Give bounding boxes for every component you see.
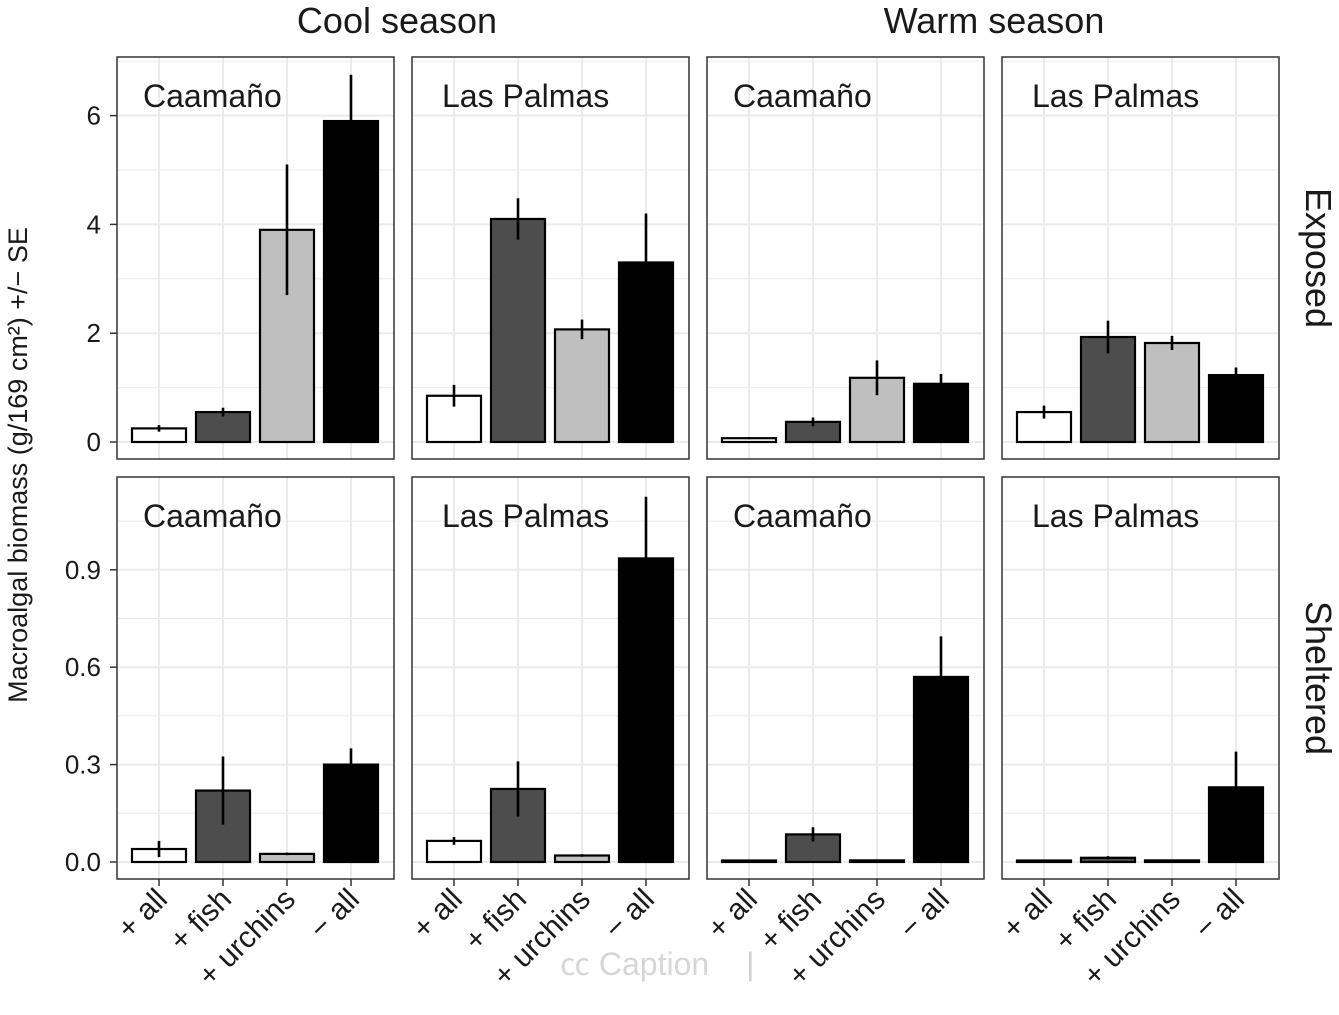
panel-site-label: Las Palmas [1032, 78, 1199, 114]
caption-overlay[interactable]: ㏄ Caption | [560, 940, 755, 982]
y-tick-label-sheltered: 0.9 [65, 555, 101, 585]
y-tick-label-exposed: 0 [87, 427, 101, 457]
bar [1079, 335, 1137, 444]
bar [1207, 373, 1265, 444]
bar [322, 119, 380, 444]
y-tick-label-sheltered: 0.0 [65, 847, 101, 877]
panel-exposed-cool-las-palmas: Las Palmas [411, 56, 690, 460]
panel-exposed-cool-caama-o: Caamaño [116, 56, 395, 460]
closed-captions-icon: ㏄ [560, 949, 590, 982]
x-tick-label: − all [1188, 883, 1251, 946]
panel-site-label: Caamaño [143, 498, 282, 534]
bar [489, 217, 547, 444]
bar [553, 328, 611, 444]
bar [1207, 786, 1265, 864]
x-tick-label: − all [893, 883, 956, 946]
column-strip-warm-season: Warm season [884, 0, 1105, 41]
bar [194, 410, 252, 444]
panel-border [411, 56, 690, 460]
bar [1143, 341, 1201, 444]
y-tick-label-sheltered: 0.6 [65, 652, 101, 682]
panel-site-label: Caamaño [733, 78, 872, 114]
y-tick-label-sheltered: 0.3 [65, 750, 101, 780]
caption-label: Caption [598, 946, 710, 982]
panel-site-label: Las Palmas [442, 78, 609, 114]
panel-border [1001, 56, 1280, 460]
panel-border [706, 476, 985, 880]
panel-sheltered-cool-las-palmas: Las Palmas+ all+ fish+ urchins − all [406, 476, 690, 993]
panel-site-label: Las Palmas [442, 498, 609, 534]
panel-border [706, 56, 985, 460]
y-tick-label-exposed: 4 [87, 209, 101, 239]
panel-sheltered-warm-caama-o: Caamaño+ all+ fish+ urchins − all [701, 476, 985, 993]
panel-site-label: Las Palmas [1032, 498, 1199, 534]
panel-border [116, 56, 395, 460]
panel-border [116, 476, 395, 880]
y-tick-label-exposed: 2 [87, 318, 101, 348]
text-cursor-icon: | [746, 946, 755, 982]
column-strip-cool-season: Cool season [297, 0, 497, 41]
panel-border [1001, 476, 1280, 880]
row-strip-sheltered: Sheltered [1298, 601, 1339, 755]
panel-site-label: Caamaño [143, 78, 282, 114]
x-tick-label: − all [303, 883, 366, 946]
panel-border [411, 476, 690, 880]
panel-sheltered-cool-caama-o: Caamaño+ all+ fish+ urchins − all [111, 476, 395, 993]
panel-exposed-warm-caama-o: Caamaño [706, 56, 985, 460]
panel-site-label: Caamaño [733, 498, 872, 534]
panel-exposed-warm-las-palmas: Las Palmas [1001, 56, 1280, 460]
panel-sheltered-warm-las-palmas: Las Palmas+ all+ fish+ urchins − all [996, 476, 1280, 993]
y-axis-label: Macroalgal biomass (g/169 cm²) +/− SE [3, 227, 33, 703]
row-strip-exposed: Exposed [1298, 188, 1339, 328]
y-tick-label-exposed: 6 [87, 101, 101, 131]
x-tick-label: − all [598, 883, 661, 946]
